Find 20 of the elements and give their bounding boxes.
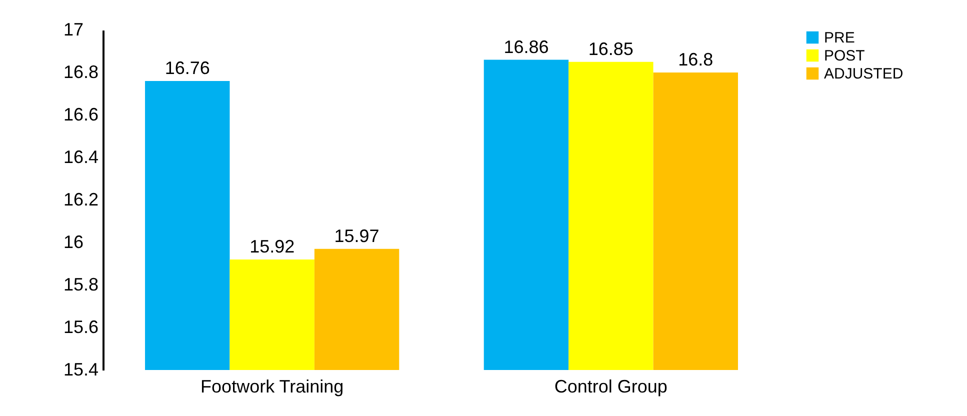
data-label: 16.86	[504, 36, 549, 57]
x-tick-label: Control Group	[554, 376, 668, 396]
y-tick-label: 16	[64, 232, 84, 252]
y-tick-label: 16.4	[64, 147, 99, 167]
y-tick-label: 15.6	[64, 317, 99, 337]
data-label: 16.8	[678, 50, 714, 70]
legend-label: ADJUSTED	[824, 66, 904, 82]
x-tick-label: Footwork Training	[200, 376, 344, 396]
y-tick-label: 15.4	[64, 360, 99, 380]
legend-label: POST	[824, 48, 865, 64]
y-tick-label: 15.8	[64, 274, 99, 294]
data-label: 16.85	[588, 38, 634, 59]
y-tick-label: 16.6	[64, 104, 99, 124]
legend-label: PRE	[824, 30, 855, 46]
y-tick-label: 16.8	[64, 62, 99, 82]
data-label: 16.76	[164, 58, 210, 78]
data-label: 15.92	[250, 236, 295, 256]
data-label: 15.97	[334, 226, 380, 246]
y-tick-label: 17	[64, 20, 84, 40]
y-tick-label: 16.2	[64, 190, 99, 210]
